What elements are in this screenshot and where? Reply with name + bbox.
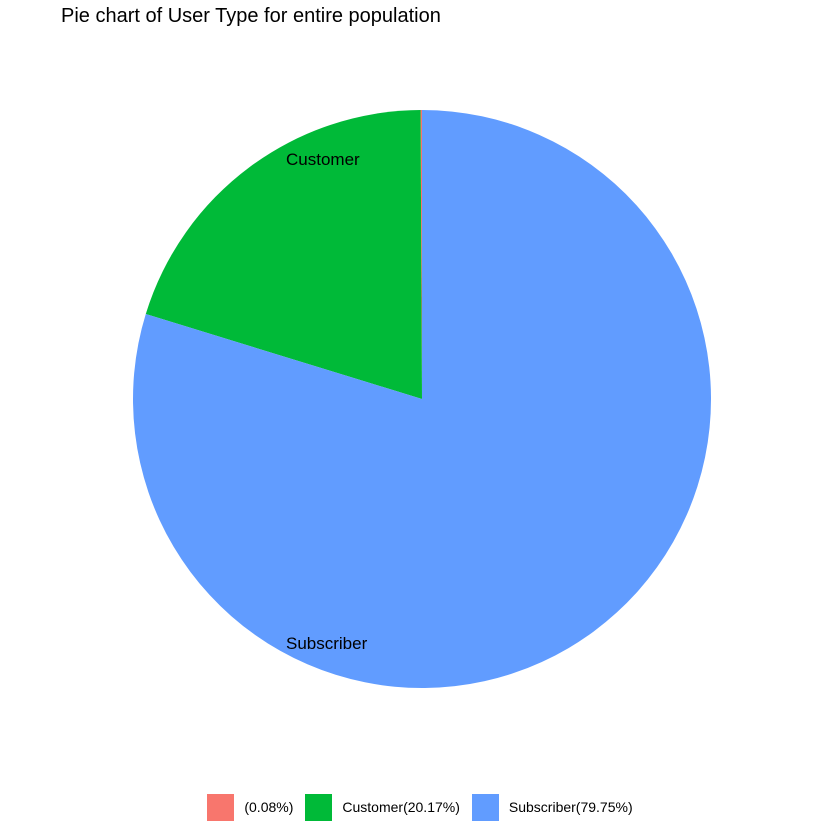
legend-item-unlabeled: (0.08%) xyxy=(207,793,294,821)
chart-title: Pie chart of User Type for entire popula… xyxy=(61,5,441,27)
pie-slice-subscriber xyxy=(133,110,712,688)
legend-key-swatch xyxy=(305,793,333,821)
legend: (0.08%) Customer(20.17%) Subscriber(79.75%… xyxy=(0,793,840,821)
legend-item-customer: Customer(20.17%) xyxy=(305,793,460,821)
slice-label-customer: Customer xyxy=(286,150,360,169)
legend-key-swatch xyxy=(207,793,235,821)
legend-key-swatch xyxy=(471,793,499,821)
legend-label: (0.08%) xyxy=(244,799,294,815)
legend-label: Customer(20.17%) xyxy=(342,799,460,815)
legend-label: Subscriber(79.75%) xyxy=(508,799,633,815)
pie-slice-unlabeled xyxy=(420,109,422,400)
pie-slice-customer xyxy=(145,110,422,399)
slice-label-subscriber: Subscriber xyxy=(286,634,368,653)
legend-item-subscriber: Subscriber(79.75%) xyxy=(471,793,633,821)
